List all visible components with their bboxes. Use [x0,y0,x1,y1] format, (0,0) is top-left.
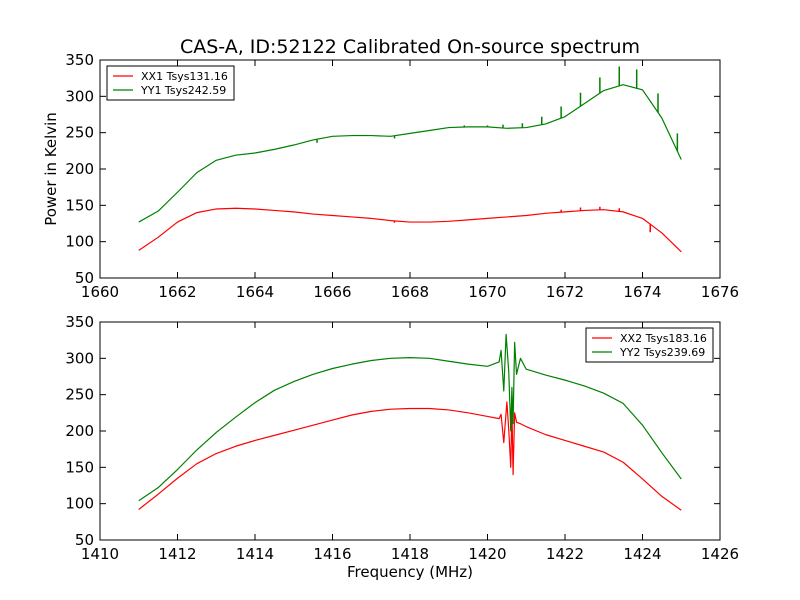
x-tick-label: 1414 [236,545,274,563]
x-axis-label: Frequency (MHz) [347,563,473,581]
bottom-series-layer [138,333,682,511]
y-tick-label: 200 [65,422,94,440]
x-tick-label: 1424 [623,545,661,563]
y-tick-label: 100 [65,495,94,513]
y-tick-label: 150 [65,196,94,214]
y-tick-label: 50 [75,269,94,287]
x-tick-label: 1666 [313,283,351,301]
x-tick-label: 1420 [468,545,506,563]
x-tick-label: 1664 [236,283,274,301]
legend-label: XX2 Tsys183.16 [620,332,707,345]
series-line-2 [138,333,682,502]
y-tick-label: 150 [65,458,94,476]
bottom-spectrum-panel: 1410 1412 1414 1416 1418 1420 1422 1424 1426 50 10… [65,313,739,581]
series-line-2 [138,84,682,223]
legend-label: YY2 Tsys239.69 [619,346,705,359]
legend-box [585,327,714,363]
top-series-layer [138,66,682,253]
legend-label: XX1 Tsys131.16 [141,70,228,83]
x-tick-label: 1426 [701,545,739,563]
x-tick-label: 1416 [313,545,351,563]
y-tick-label: 250 [65,124,94,142]
x-tick-label: 1670 [468,283,506,301]
x-tick-label: 1668 [391,283,429,301]
top-ticks-layer: 1660 1662 1664 1666 1668 1670 1672 1674 1676 50 10… [65,51,739,301]
series-line-1 [138,401,682,511]
y-tick-label: 350 [65,313,94,331]
chart-title: CAS-A, ID:52122 Calibrated On-source spe… [180,36,640,58]
x-tick-label: 1674 [623,283,661,301]
x-tick-label: 1662 [158,283,196,301]
y-tick-label: 250 [65,386,94,404]
y-tick-label: 300 [65,349,94,367]
legend-label: YY1 Tsys242.59 [140,84,226,97]
y-tick-label: 350 [65,51,94,69]
top-y-axis-label: Power in Kelvin [42,112,60,226]
x-tick-label: 1676 [701,283,739,301]
y-tick-label: 50 [75,531,94,549]
series-line-1 [138,207,682,253]
x-tick-label: 1672 [546,283,584,301]
y-tick-label: 200 [65,160,94,178]
y-tick-label: 100 [65,233,94,251]
x-tick-label: 1660 [81,283,119,301]
x-tick-label: 1412 [158,545,196,563]
x-tick-label: 1410 [81,545,119,563]
x-tick-label: 1422 [546,545,584,563]
top-spectrum-panel: 1660 1662 1664 1666 1668 1670 1672 1674 1676 50 10… [42,51,739,301]
legend-box [106,65,235,101]
y-tick-label: 300 [65,87,94,105]
bottom-ticks-layer: 1410 1412 1414 1416 1418 1420 1422 1424 1426 50 10… [65,313,739,563]
x-tick-label: 1418 [391,545,429,563]
